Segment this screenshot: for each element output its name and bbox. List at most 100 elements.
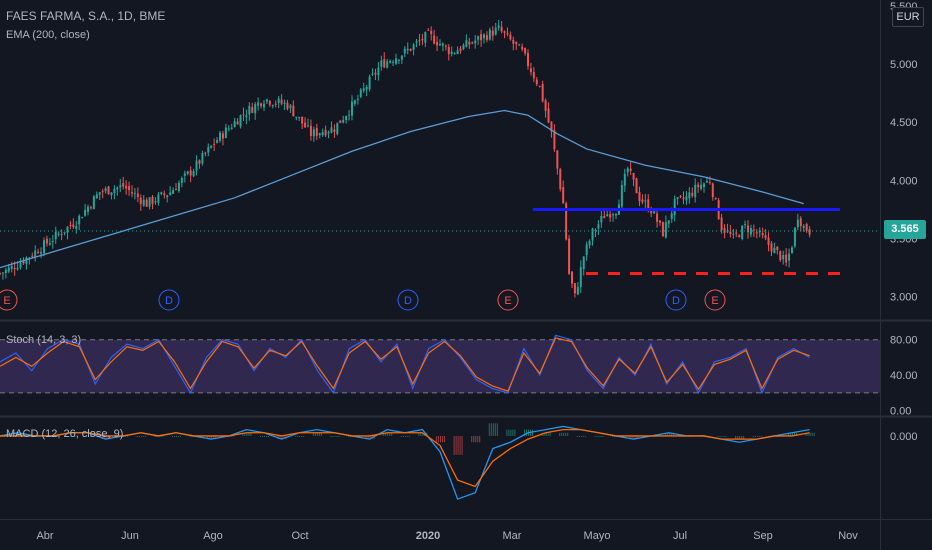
candle-body — [594, 229, 597, 231]
ema-indicator-label[interactable]: EMA (200, close) — [6, 29, 90, 41]
candle-body — [761, 232, 764, 236]
macd-histogram-bar — [385, 432, 387, 436]
macd-histogram-bar — [758, 435, 760, 437]
candle-body — [397, 59, 400, 61]
macd-histogram-bar — [160, 435, 162, 437]
candle-body — [43, 240, 45, 253]
macd-histogram-bar — [66, 435, 68, 437]
candle-body — [116, 187, 119, 190]
candle-body — [682, 197, 685, 200]
candle-body — [664, 222, 667, 238]
candle-body — [248, 106, 251, 115]
macd-histogram-bar — [488, 423, 490, 436]
candle-body — [151, 196, 154, 205]
chart-title: FAES FARMA, S.A., 1D, BME — [6, 9, 166, 23]
candle-body — [95, 194, 98, 199]
candle-body — [441, 43, 444, 46]
macd-histogram-bar — [760, 435, 762, 437]
candle-body — [424, 32, 427, 43]
macd-histogram-bar — [457, 435, 459, 455]
candle-body — [793, 227, 796, 247]
macd-histogram-bar — [739, 435, 741, 440]
candle-body — [644, 200, 647, 202]
macd-histogram-bar — [567, 432, 569, 436]
stoch-tick-label: 40.00 — [890, 370, 918, 382]
candle-body — [230, 127, 233, 129]
candle-body — [380, 60, 383, 67]
macd-histogram-bar — [178, 435, 179, 437]
macd-histogram-bar — [400, 435, 402, 437]
candle-body — [16, 267, 19, 270]
macd-histogram-bar — [459, 435, 461, 455]
macd-histogram-bar — [792, 432, 793, 436]
candle-body — [711, 183, 714, 198]
candle-body — [418, 40, 421, 42]
candle-body — [307, 125, 309, 127]
candle-body — [189, 170, 192, 176]
candle-body — [359, 89, 362, 98]
candle-body — [28, 257, 31, 259]
macd-histogram-bar — [215, 435, 217, 440]
stoch-tick-label: 0.00 — [890, 406, 911, 418]
macd-histogram-bar — [318, 432, 320, 436]
candle-body — [641, 199, 644, 203]
candle-body — [160, 192, 163, 195]
macd-histogram-bar — [547, 432, 549, 436]
candle-body — [254, 104, 257, 114]
candle-body — [239, 115, 242, 127]
candle-body — [612, 214, 615, 216]
time-tick-label: Jul — [673, 530, 687, 542]
candle-body — [562, 187, 565, 204]
macd-histogram-bar — [741, 435, 743, 440]
candle-body — [749, 228, 752, 235]
macd-histogram-bar — [422, 432, 424, 436]
candle-body — [245, 115, 248, 118]
ema-line — [0, 109, 804, 269]
candle-body — [500, 26, 503, 32]
candle-body — [204, 152, 207, 154]
candle-body — [227, 128, 230, 130]
candle-body — [383, 59, 386, 68]
candle-body — [691, 193, 694, 196]
candle-body — [741, 225, 744, 239]
dividend-marker — [665, 289, 687, 311]
macd-histogram-bar — [136, 435, 138, 437]
candle-body — [34, 250, 37, 258]
macd-histogram-bar — [420, 432, 422, 436]
macd-histogram-bar — [461, 435, 463, 455]
candle-body — [136, 193, 139, 198]
candle-body — [720, 217, 723, 231]
candle-body — [632, 173, 635, 180]
candle-body — [579, 267, 582, 287]
candle-body — [808, 229, 811, 235]
candle-body — [13, 267, 16, 270]
candle-body — [585, 244, 588, 256]
macd-histogram-bar — [473, 435, 475, 443]
candle-body — [752, 229, 755, 231]
candle-body — [409, 48, 412, 51]
macd-histogram-bar — [756, 435, 758, 437]
macd-histogram-bar — [90, 435, 91, 437]
macd-histogram-bar — [743, 435, 745, 440]
stoch-indicator-label[interactable]: Stoch (14, 3, 3) — [6, 334, 82, 346]
price-tick-label: 3.000 — [890, 292, 918, 304]
macd-histogram-bar — [19, 432, 21, 436]
candle-body — [63, 232, 66, 234]
candle-body — [532, 71, 535, 79]
candle-body — [427, 29, 430, 31]
currency-button[interactable]: EUR — [892, 7, 924, 27]
macd-indicator-label[interactable]: MACD (12, 26, close, 9) — [6, 428, 124, 440]
candle-body — [653, 211, 656, 214]
candle-body — [31, 255, 34, 257]
candle-body — [656, 213, 659, 222]
macd-histogram-bar — [244, 432, 246, 436]
candle-body — [154, 201, 157, 203]
macd-histogram-bar — [138, 435, 140, 437]
candle-body — [565, 203, 568, 240]
macd-histogram-bar — [68, 435, 70, 437]
candle-body — [726, 230, 729, 232]
candle-body — [286, 102, 289, 109]
candle-body — [439, 43, 441, 46]
candle-body — [236, 121, 239, 125]
